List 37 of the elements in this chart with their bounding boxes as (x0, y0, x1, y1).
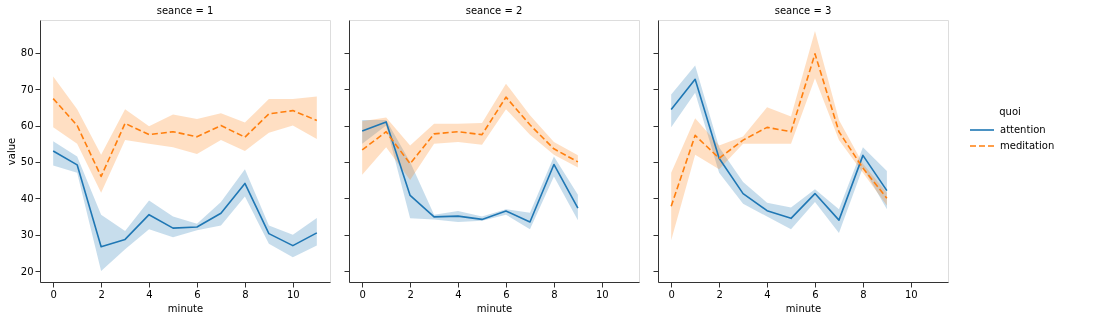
x-tick-label: 10 (595, 288, 609, 300)
legend-label: attention (1000, 124, 1046, 135)
x-tick-label: 8 (860, 288, 867, 300)
y-axis-title: value (5, 137, 17, 166)
y-tick-label: 60 (20, 120, 34, 132)
x-tick-label: 6 (194, 288, 201, 300)
x-axis-title: minute (167, 302, 204, 314)
y-tick-label: 40 (20, 192, 34, 204)
y-tick-label: 30 (20, 229, 34, 241)
x-tick-label: 2 (716, 288, 723, 300)
legend-title: quoi (999, 106, 1021, 117)
x-axis-title: minute (476, 302, 513, 314)
y-tick-label: 50 (20, 156, 34, 168)
x-tick-label: 0 (668, 288, 675, 300)
x-tick-label: 6 (812, 288, 819, 300)
x-tick-label: 8 (242, 288, 249, 300)
y-tick-label: 20 (20, 265, 34, 277)
chart-title: seance = 2 (465, 5, 523, 16)
chart-title: seance = 3 (774, 5, 832, 16)
x-tick-label: 10 (904, 288, 918, 300)
x-tick-label: 2 (407, 288, 414, 300)
legend-label: meditation (1000, 140, 1055, 151)
x-axis-title: minute (785, 302, 822, 314)
x-tick-label: 6 (503, 288, 510, 300)
line-series (52, 97, 318, 178)
x-tick-label: 4 (764, 288, 771, 300)
x-tick-label: 0 (359, 288, 366, 300)
x-tick-label: 0 (50, 288, 57, 300)
y-tick-label: 70 (20, 83, 34, 95)
x-tick-label: 4 (455, 288, 462, 300)
x-tick-label: 2 (98, 288, 105, 300)
x-tick-label: 8 (551, 288, 558, 300)
x-tick-label: 4 (146, 288, 153, 300)
y-tick-label: 80 (20, 47, 34, 59)
chart-title: seance = 1 (156, 5, 214, 16)
x-tick-label: 10 (286, 288, 300, 300)
line-series (52, 150, 318, 248)
